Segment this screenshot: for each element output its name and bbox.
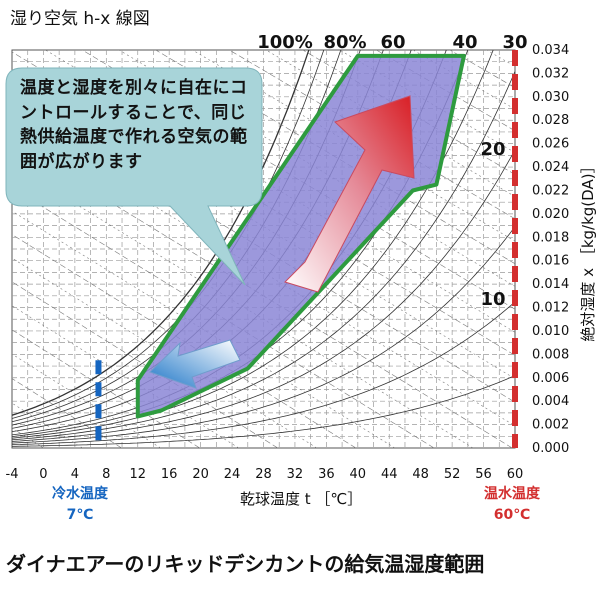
x-tick-label: 16 <box>161 467 178 482</box>
enthalpy-line <box>12 234 357 448</box>
y-tick-label: 0.000 <box>532 441 569 456</box>
y-axis-label: 絶対湿度 x ［kg/kg(DA)］ <box>579 158 597 341</box>
y-tick-label: 0.012 <box>532 301 569 316</box>
y-tick-label: 0.002 <box>532 418 569 433</box>
rh-curve <box>12 301 515 446</box>
y-tick-label: 0.004 <box>532 394 569 409</box>
x-tick-label: 44 <box>381 467 398 482</box>
x-tick-label: 20 <box>192 467 209 482</box>
x-tick-label: 32 <box>287 467 304 482</box>
blue-arrow <box>149 339 241 389</box>
y-tick-label: 0.008 <box>532 347 569 362</box>
y-tick-label: 0.016 <box>532 254 569 269</box>
rh-label: 80% <box>323 32 366 53</box>
x-tick-label: 36 <box>318 467 335 482</box>
rh-curve <box>12 50 325 419</box>
y-tick-label: 0.020 <box>532 207 569 222</box>
enthalpy-line <box>81 50 515 310</box>
enthalpy-line <box>12 210 396 448</box>
caption: ダイナエアーのリキッドデシカントの給気温湿度範囲 <box>6 552 485 576</box>
x-tick-label: 24 <box>224 467 241 482</box>
rh-curve <box>12 50 310 416</box>
y-tick-label: 0.014 <box>532 277 569 292</box>
rh-label: 100% <box>257 32 313 53</box>
x-tick-label: 56 <box>475 467 492 482</box>
enthalpy-line <box>12 329 200 448</box>
cold-water-title: 冷水温度 <box>52 486 108 502</box>
callout-text: 温度と湿度を別々に自在にコントロールすることで、同じ熱供給温度で作れる空気の範囲… <box>20 78 248 172</box>
y-tick-label: 0.030 <box>532 90 569 105</box>
hot-water-value: 60℃ <box>493 507 531 523</box>
x-tick-label: 60 <box>507 467 524 482</box>
rh-curve <box>12 375 515 447</box>
axis-ticks: -4 0 4 8 12 16 20 24 28 32 36 40 44 48 52 56 600.0000.00… <box>6 32 597 482</box>
enthalpy-line <box>12 353 161 448</box>
enthalpy-label: 20 <box>480 139 505 160</box>
hot-water-title: 温水温度 <box>484 486 540 502</box>
chart-title: 湿り空気 h-x 線図 <box>10 9 150 29</box>
hot-water-label: 温水温度 60℃ <box>462 484 562 526</box>
y-tick-label: 0.018 <box>532 230 569 245</box>
enthalpy-line <box>12 187 435 448</box>
x-tick-label: 12 <box>129 467 146 482</box>
y-tick-label: 0.034 <box>532 43 569 58</box>
rh-label: 60 <box>380 32 405 53</box>
enthalpy-label: 10 <box>480 289 505 310</box>
x-axis-label: 乾球温度 t ［℃］ <box>240 490 363 508</box>
x-tick-label: 4 <box>71 467 79 482</box>
red-arrow <box>284 95 415 293</box>
y-tick-label: 0.024 <box>532 160 569 175</box>
cold-water-value: 7℃ <box>66 507 94 523</box>
cold-water-label: 冷水温度 7℃ <box>30 484 130 526</box>
y-tick-label: 0.026 <box>532 137 569 152</box>
x-tick-label: 8 <box>102 467 110 482</box>
rh-label: 40 <box>452 32 477 53</box>
x-tick-label: 52 <box>444 467 461 482</box>
y-tick-label: 0.006 <box>532 371 569 386</box>
y-tick-label: 0.010 <box>532 324 569 339</box>
rh-label: 30 <box>502 32 527 53</box>
x-tick-label: 48 <box>412 467 429 482</box>
x-tick-label: 0 <box>39 467 47 482</box>
y-tick-label: 0.032 <box>532 66 569 81</box>
x-tick-label: -4 <box>6 467 19 482</box>
x-tick-label: 40 <box>350 467 367 482</box>
overlays <box>95 50 518 448</box>
y-tick-label: 0.028 <box>532 113 569 128</box>
y-tick-label: 0.022 <box>532 183 569 198</box>
x-tick-label: 28 <box>255 467 272 482</box>
rh-curve <box>12 50 494 439</box>
